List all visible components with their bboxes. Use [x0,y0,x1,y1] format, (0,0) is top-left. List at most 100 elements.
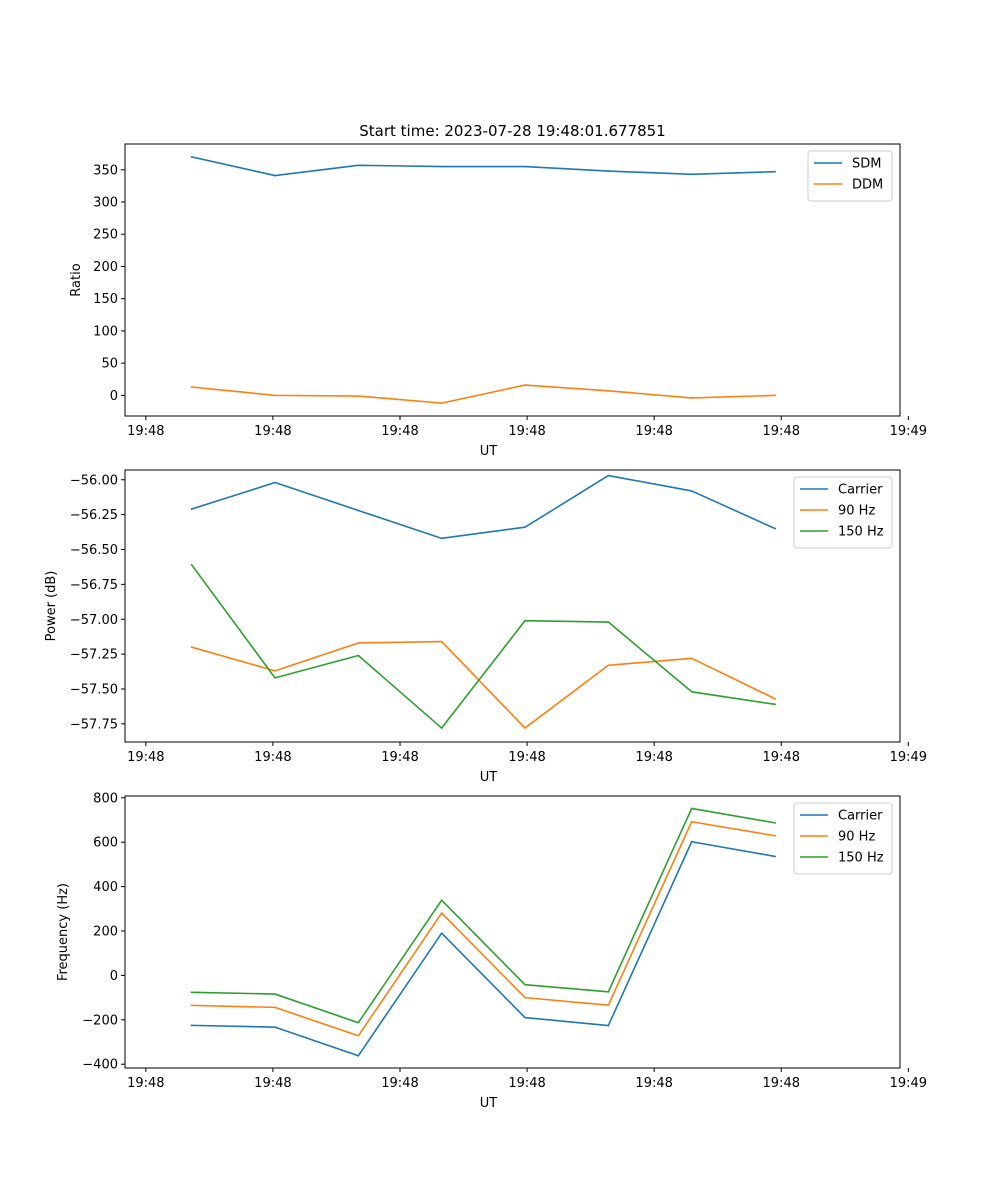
legend-label: Carrier [838,809,883,824]
data-point [607,991,610,993]
y-tick-label: 150 [93,292,118,307]
x-tick-label: 19:48 [635,750,672,765]
data-point [774,697,776,700]
x-axis-label: UT [480,444,498,459]
y-tick-label: 400 [93,880,118,895]
x-tick-label: 19:48 [381,1076,418,1091]
legend-label: DDM [852,178,883,193]
data-point [440,640,443,643]
data-point [274,1006,276,1009]
data-point [357,395,360,397]
data-point [190,646,193,648]
x-tick-label: 19:48 [635,424,672,439]
data-point [607,170,610,172]
x-axis-label: UT [480,1096,498,1111]
legend-label: SDM [852,157,881,172]
data-point [190,156,193,158]
data-point [440,165,443,168]
data-point [524,727,526,729]
x-tick-label: 19:48 [635,1076,672,1091]
data-point [190,1024,193,1027]
series-line-90-hz [190,820,776,1037]
plot-area-frame [124,795,901,1069]
chart-title: Start time: 2023-07-28 19:48:01.677851 [359,122,665,140]
data-point [774,822,776,824]
x-tick-label: 19:49 [890,750,927,765]
data-point [524,1016,526,1019]
data-point [274,481,276,484]
data-point [524,983,526,986]
data-point [607,1024,610,1027]
data-point [690,840,693,843]
y-tick-label: −56.50 [70,543,118,558]
data-point [607,1004,610,1006]
chart-panel-3: 19:48 19:48 19:48 19:48 19:48 19:48 19:49 −400 −… [56,791,927,1111]
y-tick-label: −56.00 [70,473,118,488]
series-line-ddm [190,384,776,404]
data-point [357,1035,360,1037]
plot-area-frame [124,469,901,743]
data-point [607,621,610,623]
x-tick-label: 19:48 [763,424,800,439]
y-tick-label: −57.75 [70,717,118,732]
charts-container: 19:48 19:48 19:48 19:48 19:48 19:48 19:49 0 50 10… [44,122,927,1111]
chart-panel-1: 19:48 19:48 19:48 19:48 19:48 19:48 19:49 0 50 10… [69,122,927,459]
data-point [607,390,610,392]
y-tick-label: 350 [93,163,118,178]
x-tick-label: 19:48 [127,750,164,765]
x-tick-label: 19:48 [508,750,545,765]
y-tick-label: 0 [110,389,118,404]
data-point [524,619,526,622]
data-point [690,807,693,810]
x-tick-label: 19:48 [254,424,291,439]
data-point [190,564,193,566]
data-point [274,677,276,679]
y-tick-label: 300 [93,196,118,211]
data-point [357,642,360,644]
y-tick-label: 0 [110,969,118,984]
x-axis-label: UT [480,770,498,785]
y-tick-label: −400 [82,1058,118,1073]
data-point [357,164,360,167]
data-point [774,834,776,837]
x-tick-label: 19:49 [890,1076,927,1091]
y-tick-label: 50 [101,357,118,372]
data-point [774,855,776,858]
x-tick-label: 19:48 [508,424,545,439]
data-point [274,394,276,397]
y-tick-label: 200 [93,260,118,275]
data-point [440,727,443,729]
data-point [357,509,360,512]
data-point [440,899,443,901]
data-point [524,526,526,528]
series-line-150-hz [190,807,776,1024]
legend-label: 90 Hz [838,830,875,845]
data-point [357,1054,360,1057]
chart-panel-2: 19:48 19:48 19:48 19:48 19:48 19:48 19:49 −57.7… [44,469,927,785]
legend-label: 90 Hz [838,504,875,519]
data-point [690,397,693,399]
x-tick-label: 19:48 [254,1076,291,1091]
data-point [774,170,776,173]
data-point [524,384,526,386]
x-tick-label: 19:49 [890,424,927,439]
data-point [190,386,193,388]
y-tick-label: 600 [93,836,118,851]
x-tick-label: 19:48 [381,424,418,439]
data-point [690,173,693,176]
legend: SDM DDM [807,150,893,202]
legend-label: Carrier [838,483,883,498]
y-tick-label: 100 [93,324,118,339]
data-point [524,165,526,168]
legend-label: 150 Hz [838,525,884,540]
data-point [690,820,693,823]
data-point [357,654,360,657]
data-point [690,657,693,660]
y-tick-label: 200 [93,925,118,940]
x-tick-label: 19:48 [763,1076,800,1091]
data-point [440,537,443,540]
data-point [190,1004,193,1007]
y-tick-label: −57.50 [70,682,118,697]
x-tick-label: 19:48 [508,1076,545,1091]
y-tick-label: −57.25 [70,648,118,663]
